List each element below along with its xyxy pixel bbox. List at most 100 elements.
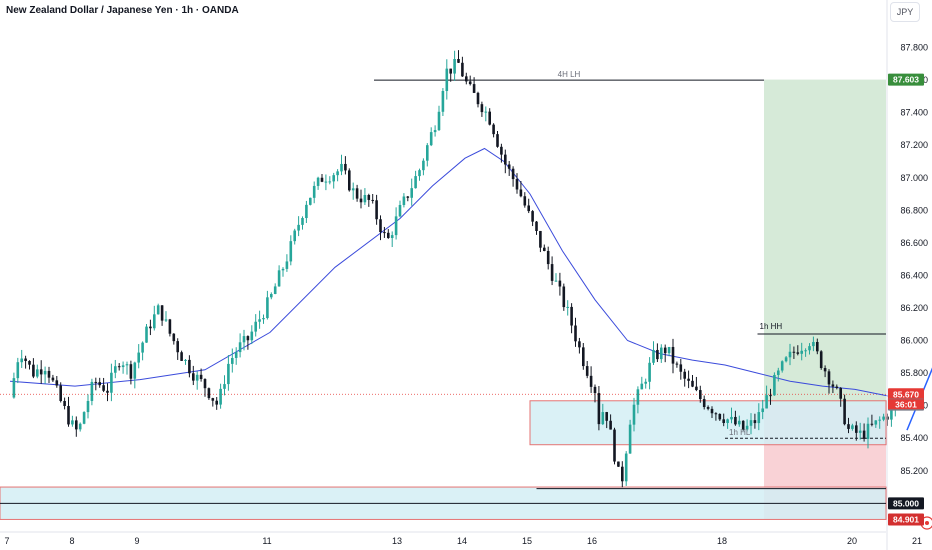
candle-body[interactable] <box>344 163 347 171</box>
candle-body[interactable] <box>371 199 374 201</box>
candle-body[interactable] <box>453 59 456 74</box>
candle-body[interactable] <box>851 425 854 429</box>
candle-body[interactable] <box>106 390 109 393</box>
candle-body[interactable] <box>621 466 624 482</box>
candle-body[interactable] <box>192 373 195 381</box>
candle-body[interactable] <box>589 375 593 387</box>
candle-body[interactable] <box>262 318 265 320</box>
candle-body[interactable] <box>316 177 320 186</box>
candle-body[interactable] <box>28 360 31 365</box>
candle-body[interactable] <box>71 420 74 425</box>
candle-body[interactable] <box>823 368 827 372</box>
candle-body[interactable] <box>874 420 878 425</box>
candle-body[interactable] <box>597 393 601 425</box>
candle-body[interactable] <box>219 388 222 405</box>
candle-body[interactable] <box>523 196 527 206</box>
candle-body[interactable] <box>94 381 98 383</box>
candle-body[interactable] <box>289 241 293 262</box>
symbol-title[interactable]: New Zealand Dollar / Japanese Yen · 1h ·… <box>6 5 239 16</box>
candle-body[interactable] <box>492 124 495 135</box>
candle-body[interactable] <box>847 424 850 429</box>
candle-body[interactable] <box>387 232 390 239</box>
candle-body[interactable] <box>351 188 355 191</box>
candle-body[interactable] <box>511 168 515 180</box>
candle-body[interactable] <box>539 230 542 248</box>
candle-body[interactable] <box>554 280 558 282</box>
candle-body[interactable] <box>500 146 503 155</box>
candle-body[interactable] <box>480 104 484 113</box>
candle-body[interactable] <box>285 261 289 269</box>
candle-body[interactable] <box>32 364 35 377</box>
candle-body[interactable] <box>227 363 230 385</box>
candle-body[interactable] <box>663 347 667 354</box>
candle-body[interactable] <box>184 359 187 361</box>
candle-body[interactable] <box>215 400 218 405</box>
candle-body[interactable] <box>683 371 686 379</box>
candle-body[interactable] <box>890 408 893 420</box>
candle-body[interactable] <box>348 170 351 191</box>
candle-body[interactable] <box>145 326 148 343</box>
candle-body[interactable] <box>168 319 172 334</box>
candle-body[interactable] <box>745 425 749 430</box>
candle-body[interactable] <box>43 370 47 375</box>
candle-body[interactable] <box>773 374 776 396</box>
candle-body[interactable] <box>59 385 62 401</box>
candle-body[interactable] <box>336 171 339 176</box>
candle-body[interactable] <box>367 194 371 200</box>
candle-body[interactable] <box>114 366 117 373</box>
candle-body[interactable] <box>613 429 616 462</box>
candle-body[interactable] <box>839 387 842 399</box>
candle-body[interactable] <box>51 377 55 381</box>
candle-body[interactable] <box>172 333 176 342</box>
candle-body[interactable] <box>656 349 659 360</box>
candle-body[interactable] <box>784 357 788 362</box>
candle-body[interactable] <box>277 270 281 287</box>
candle-body[interactable] <box>519 189 523 197</box>
candle-body[interactable] <box>800 350 803 354</box>
candle-body[interactable] <box>702 399 706 408</box>
candle-body[interactable] <box>270 294 273 298</box>
candle-body[interactable] <box>266 297 269 319</box>
candle-body[interactable] <box>504 154 507 165</box>
candle-body[interactable] <box>617 461 620 467</box>
candle-body[interactable] <box>24 358 27 361</box>
candle-body[interactable] <box>195 374 199 381</box>
candle-body[interactable] <box>414 176 417 189</box>
candle-body[interactable] <box>831 384 835 387</box>
candle-body[interactable] <box>379 219 382 233</box>
candle-body[interactable] <box>406 196 410 198</box>
candle-body[interactable] <box>398 204 402 217</box>
candle-body[interactable] <box>675 363 679 365</box>
candle-body[interactable] <box>507 164 511 169</box>
candle-body[interactable] <box>699 390 702 400</box>
candle-body[interactable] <box>121 365 125 368</box>
candle-body[interactable] <box>238 342 242 353</box>
candle-body[interactable] <box>55 380 59 386</box>
candle-body[interactable] <box>445 68 449 92</box>
candle-body[interactable] <box>312 185 316 198</box>
candle-body[interactable] <box>858 430 862 433</box>
candle-body[interactable] <box>363 194 367 203</box>
candle-body[interactable] <box>819 351 823 369</box>
candle-body[interactable] <box>86 400 90 413</box>
candle-body[interactable] <box>141 342 144 353</box>
candle-body[interactable] <box>441 91 445 112</box>
currency-button[interactable]: JPY <box>890 2 920 22</box>
candle-body[interactable] <box>305 204 308 219</box>
candle-body[interactable] <box>726 419 729 423</box>
candle-body[interactable] <box>827 371 831 385</box>
candle-body[interactable] <box>242 336 246 343</box>
candle-body[interactable] <box>199 374 203 380</box>
candle-body[interactable] <box>129 364 133 379</box>
candle-body[interactable] <box>273 286 277 295</box>
candle-body[interactable] <box>870 423 874 425</box>
candle-body[interactable] <box>812 341 815 347</box>
candle-body[interactable] <box>246 336 250 341</box>
candle-body[interactable] <box>137 352 140 363</box>
candle-body[interactable] <box>410 188 413 198</box>
candle-body[interactable] <box>383 232 386 234</box>
candle-body[interactable] <box>234 352 238 358</box>
candle-body[interactable] <box>47 370 51 378</box>
candle-body[interactable] <box>714 413 718 415</box>
candle-body[interactable] <box>449 68 452 74</box>
